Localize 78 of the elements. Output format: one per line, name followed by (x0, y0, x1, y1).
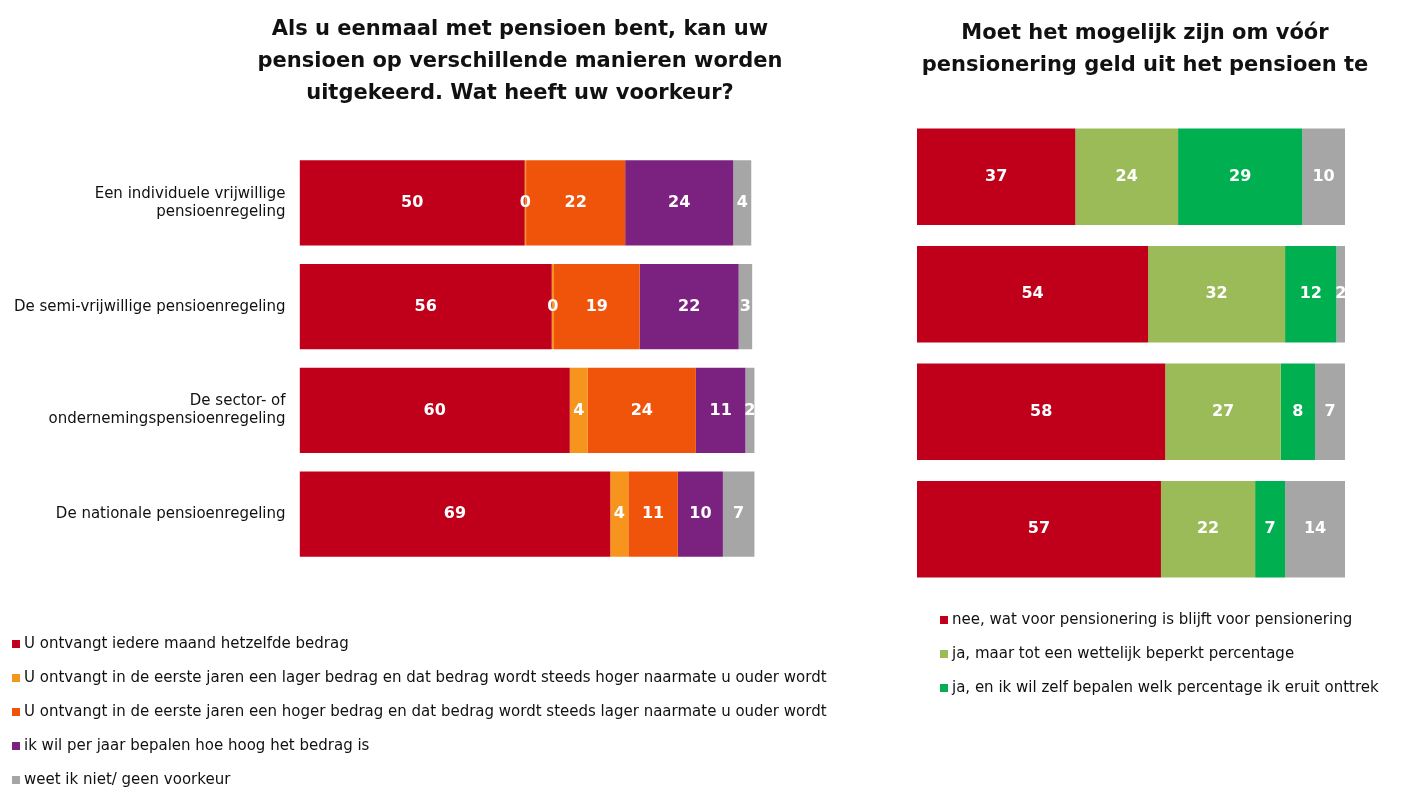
data-label: 4 (736, 192, 748, 212)
data-label: 60 (423, 399, 446, 419)
legend-label: U ontvangt in de eerste jaren een hoger bedrag en dat bedrag wordt steeds lager naarmate u ouder wordt (24, 701, 827, 722)
data-label: 19 (585, 295, 608, 315)
data-label: 10 (689, 503, 712, 523)
y-tick-label: De nationale pensioenregeling (55, 504, 286, 523)
data-label: 50 (401, 192, 424, 212)
bar (695, 367, 746, 453)
data-label: 32 (1205, 283, 1228, 303)
data-label: 22 (677, 295, 701, 315)
data-label: 11 (641, 503, 665, 523)
data-label: 2 (1335, 283, 1347, 303)
data-label: 2 (744, 399, 756, 419)
data-label: 11 (709, 399, 732, 419)
legend-label: U ontvangt iedere maand hetzelfde bedrag (24, 633, 349, 654)
bar (1280, 363, 1316, 460)
data-label: 29 (1229, 165, 1252, 185)
legend-label: ja, en ik wil zelf bepalen welk percentage ik eruit onttrek (952, 677, 1379, 698)
bar (677, 471, 723, 557)
bar (299, 367, 570, 453)
data-label: 69 (443, 503, 467, 523)
data-label: 54 (1021, 283, 1044, 303)
data-label: 58 (1029, 400, 1053, 420)
bar (1178, 128, 1303, 225)
bar (1315, 363, 1345, 460)
data-label: 10 (1312, 165, 1335, 185)
bar (625, 160, 734, 246)
data-label: 7 (1264, 518, 1276, 538)
data-label: 12 (1299, 283, 1322, 303)
legend-label: ja, maar tot een wettelijk beperkt percentage (952, 643, 1295, 664)
data-label: 0 (547, 295, 559, 315)
bar (1165, 363, 1281, 460)
bar (1075, 128, 1179, 225)
legend-label: nee, wat voor pensionering is blijft voor pensionering (952, 609, 1353, 630)
bar (639, 264, 739, 350)
bar (1336, 246, 1345, 343)
data-label: 37 (985, 165, 1008, 185)
data-label: 7 (1324, 400, 1336, 420)
data-label: 3 (739, 295, 751, 315)
data-label: 4 (573, 399, 585, 419)
bar (917, 246, 1149, 343)
bar (628, 471, 678, 557)
legend-label: U ontvangt in de eerste jaren een lager bedrag en dat bedrag wordt steeds hoger naarmate u ouder wordt (24, 667, 827, 688)
bar (917, 363, 1166, 460)
chart-title: Als u eenmaal met pensioen bent, kan uw pensioen op verschillende manieren worden uitgekeerd. Wat heeft uw voorkeur? (256, 15, 784, 106)
y-tick-label: Een individuele vrijwillige pensioenregeling (94, 183, 286, 220)
bar (1302, 128, 1345, 225)
data-label: 14 (1303, 518, 1327, 538)
data-label: 24 (630, 399, 653, 419)
bar (1148, 246, 1286, 343)
data-label: 24 (668, 192, 691, 212)
data-label: 4 (613, 503, 625, 523)
bar (1285, 246, 1337, 343)
data-label: 0 (519, 192, 531, 212)
bar (1255, 481, 1286, 578)
bar (569, 367, 588, 453)
bar (610, 471, 629, 557)
data-label: 8 (1292, 400, 1304, 420)
y-tick-label: De semi-vrijwillige pensioenregeling (14, 296, 286, 315)
bar (917, 481, 1161, 578)
bar (299, 471, 611, 557)
bar (1160, 481, 1256, 578)
bar (917, 128, 1076, 225)
data-label: 57 (1027, 518, 1051, 538)
legend-label: weet ik niet/ geen voorkeur (24, 769, 231, 790)
data-label: 22 (1196, 518, 1220, 538)
bar (1285, 481, 1345, 578)
data-label: 24 (1115, 165, 1138, 185)
data-label: 22 (564, 192, 587, 212)
data-label: 27 (1211, 400, 1235, 420)
chart-title: Moet het mogelijk zijn om vóór pensionering geld uit het pensioen te (920, 19, 1370, 78)
data-label: 56 (414, 295, 437, 315)
data-label: 7 (733, 503, 745, 523)
bar (733, 160, 752, 246)
bar (722, 471, 755, 557)
bar (587, 367, 696, 453)
legend-label: ik wil per jaar bepalen hoe hoog het bedrag is (24, 735, 370, 756)
y-tick-label: De sector- of ondernemingspensioenregeling (48, 391, 287, 428)
